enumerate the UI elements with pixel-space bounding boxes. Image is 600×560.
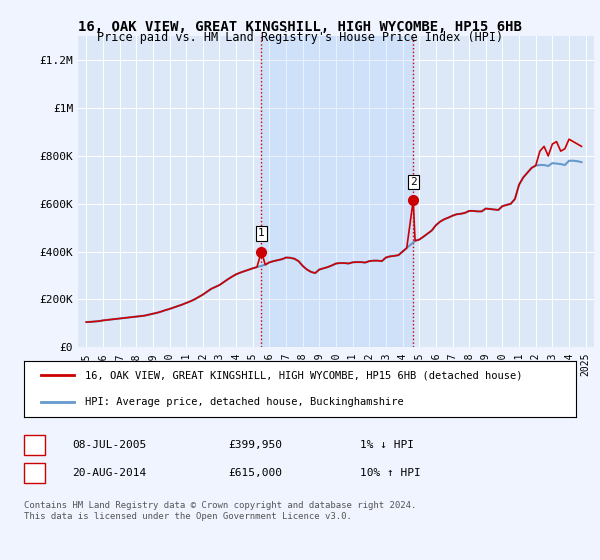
Text: 2: 2 <box>31 468 38 478</box>
Text: 20-AUG-2014: 20-AUG-2014 <box>72 468 146 478</box>
Text: £399,950: £399,950 <box>228 440 282 450</box>
Text: 2: 2 <box>410 177 416 187</box>
Bar <box>262 36 413 347</box>
Text: HPI: Average price, detached house, Buckinghamshire: HPI: Average price, detached house, Buck… <box>85 396 403 407</box>
Text: 10% ↑ HPI: 10% ↑ HPI <box>360 468 421 478</box>
Text: 16, OAK VIEW, GREAT KINGSHILL, HIGH WYCOMBE, HP15 6HB: 16, OAK VIEW, GREAT KINGSHILL, HIGH WYCO… <box>78 20 522 34</box>
Text: Contains HM Land Registry data © Crown copyright and database right 2024.
This d: Contains HM Land Registry data © Crown c… <box>24 501 416 521</box>
Text: £615,000: £615,000 <box>228 468 282 478</box>
Text: Price paid vs. HM Land Registry's House Price Index (HPI): Price paid vs. HM Land Registry's House … <box>97 31 503 44</box>
Text: 1: 1 <box>31 440 38 450</box>
Text: 1% ↓ HPI: 1% ↓ HPI <box>360 440 414 450</box>
Text: 08-JUL-2005: 08-JUL-2005 <box>72 440 146 450</box>
Text: 1: 1 <box>258 228 265 239</box>
Text: 16, OAK VIEW, GREAT KINGSHILL, HIGH WYCOMBE, HP15 6HB (detached house): 16, OAK VIEW, GREAT KINGSHILL, HIGH WYCO… <box>85 370 522 380</box>
